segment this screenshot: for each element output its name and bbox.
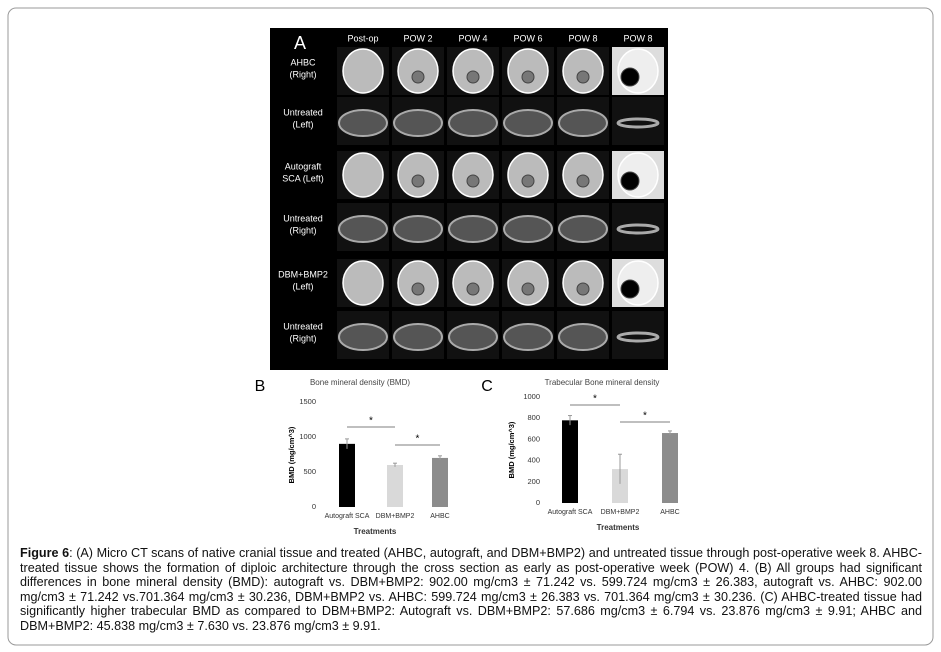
- bar: [339, 443, 355, 507]
- column-header: POW 8: [623, 33, 652, 43]
- x-tick-label: Autograft SCA: [548, 509, 593, 516]
- chart-title: Bone mineral density (BMD): [310, 378, 410, 387]
- scan-defect: [521, 174, 535, 188]
- scan-defect: [576, 282, 590, 296]
- y-tick-label: 500: [303, 467, 316, 476]
- x-tick-label: AHBC: [430, 513, 449, 520]
- panel-label: B: [255, 378, 266, 395]
- row-label: (Left): [292, 281, 313, 291]
- y-tick-label: 1000: [299, 432, 316, 441]
- scan-cross-section: [393, 215, 443, 243]
- caption-text: : (A) Micro CT scans of native cranial t…: [20, 546, 922, 633]
- significance-star: *: [643, 411, 647, 422]
- scan-skull: [342, 48, 384, 94]
- column-header: Post-op: [347, 33, 378, 43]
- scan-cross-section: [448, 323, 498, 351]
- scan-defect: [466, 174, 480, 188]
- bar: [612, 469, 628, 503]
- y-axis-label: BMD (mg/cm^3): [287, 426, 296, 483]
- column-header: POW 2: [403, 33, 432, 43]
- bar: [432, 457, 448, 507]
- row-label: (Right): [289, 333, 316, 343]
- significance-star: *: [593, 394, 597, 405]
- scan-defect: [620, 279, 640, 299]
- bar: [662, 433, 678, 503]
- row-label: Untreated: [283, 107, 323, 117]
- scan-cross-section: [503, 215, 553, 243]
- scan-cross-section: [338, 109, 388, 137]
- x-axis-label: Treatments: [354, 527, 397, 536]
- caption-label: Figure 6: [20, 546, 70, 560]
- scan-cross-section: [393, 109, 443, 137]
- y-tick-label: 800: [527, 413, 540, 422]
- x-axis-label: Treatments: [597, 523, 640, 532]
- row-label: Untreated: [283, 213, 323, 223]
- scan-cross-section: [503, 109, 553, 137]
- column-header: POW 4: [458, 33, 487, 43]
- scan-cross-section: [503, 323, 553, 351]
- scan-skull: [342, 260, 384, 306]
- scan-defect: [521, 282, 535, 296]
- row-label: SCA (Left): [282, 173, 324, 183]
- bar: [387, 465, 403, 507]
- panel-label: A: [294, 33, 306, 53]
- y-tick-label: 0: [312, 502, 316, 511]
- scan-cross-section: [448, 215, 498, 243]
- chart-title: Trabecular Bone mineral density: [545, 378, 660, 387]
- scan-defect: [576, 174, 590, 188]
- x-tick-label: AHBC: [660, 509, 679, 516]
- scan-cross-section: [616, 331, 660, 343]
- scan-defect: [411, 70, 425, 84]
- row-label: DBM+BMP2: [278, 269, 328, 279]
- row-label: (Left): [292, 119, 313, 129]
- scan-defect: [620, 67, 640, 87]
- scan-defect: [620, 171, 640, 191]
- significance-star: *: [369, 416, 373, 427]
- y-tick-label: 0: [536, 498, 540, 507]
- scan-defect: [411, 174, 425, 188]
- y-tick-label: 600: [527, 434, 540, 443]
- scan-cross-section: [616, 117, 660, 129]
- y-tick-label: 1500: [299, 397, 316, 406]
- scan-cross-section: [448, 109, 498, 137]
- row-label: Autograft: [285, 161, 322, 171]
- row-label: (Right): [289, 225, 316, 235]
- bar: [562, 420, 578, 503]
- x-tick-label: Autograft SCA: [325, 513, 370, 520]
- row-label: AHBC: [290, 57, 316, 67]
- scan-defect: [411, 282, 425, 296]
- y-tick-label: 400: [527, 456, 540, 465]
- column-header: POW 8: [568, 33, 597, 43]
- scan-cross-section: [558, 323, 608, 351]
- scan-cross-section: [558, 109, 608, 137]
- scan-cross-section: [393, 323, 443, 351]
- scan-defect: [521, 70, 535, 84]
- y-axis-label: BMD (mg/cm^3): [507, 421, 516, 478]
- scan-defect: [466, 70, 480, 84]
- frame: [7, 7, 934, 646]
- row-label: Untreated: [283, 321, 323, 331]
- scan-cross-section: [338, 323, 388, 351]
- y-tick-label: 200: [527, 477, 540, 486]
- caption: Figure 6: (A) Micro CT scans of native c…: [20, 546, 922, 634]
- scan-cross-section: [558, 215, 608, 243]
- scan-skull: [342, 152, 384, 198]
- panel-label: C: [481, 378, 493, 395]
- scan-cross-section: [338, 215, 388, 243]
- scan-defect: [576, 70, 590, 84]
- scan-cross-section: [616, 223, 660, 235]
- row-label: (Right): [289, 69, 316, 79]
- x-tick-label: DBM+BMP2: [376, 513, 415, 520]
- x-tick-label: DBM+BMP2: [601, 509, 640, 516]
- column-header: POW 6: [513, 33, 542, 43]
- y-tick-label: 1000: [523, 392, 540, 401]
- scan-defect: [466, 282, 480, 296]
- significance-star: *: [416, 434, 420, 445]
